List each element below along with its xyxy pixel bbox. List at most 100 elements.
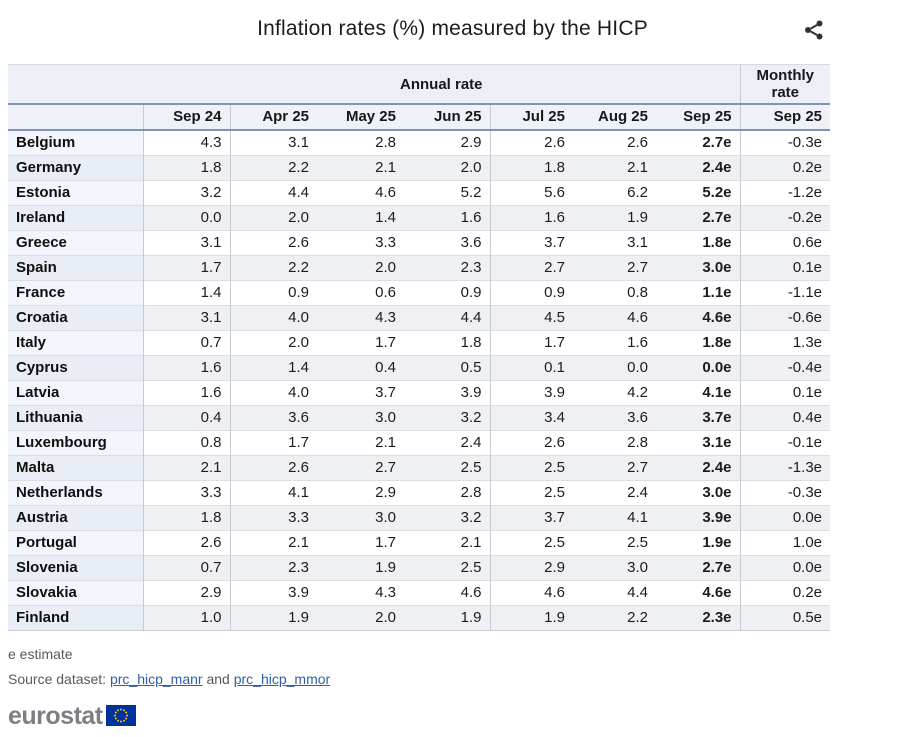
month-column-header: Apr 25	[229, 103, 317, 131]
annual-value-cell: 4.1	[573, 505, 656, 531]
annual-value-cell: 2.4e	[656, 155, 741, 181]
annual-value-cell: 2.7e	[656, 205, 741, 231]
annual-value-cell: 2.0	[404, 155, 490, 181]
annual-value-cell: 5.2e	[656, 180, 741, 206]
annual-value-cell: 1.7	[229, 430, 317, 456]
country-label: Austria	[8, 505, 143, 531]
annual-value-cell: 3.6	[229, 405, 317, 431]
source-prefix: Source dataset:	[8, 671, 110, 687]
annual-value-cell: 3.7	[489, 230, 573, 256]
annual-value-cell: 1.6	[142, 380, 230, 406]
annual-value-cell: 3.9e	[656, 505, 741, 531]
month-column-header: Jul 25	[489, 103, 573, 131]
annual-value-cell: 2.9	[404, 130, 490, 156]
annual-value-cell: 2.1	[229, 530, 317, 556]
annual-value-cell: 4.3	[317, 305, 404, 331]
annual-value-cell: 2.1	[142, 455, 230, 481]
source-separator: and	[202, 671, 234, 687]
annual-value-cell: 3.7	[317, 380, 404, 406]
country-label: Portugal	[8, 530, 143, 556]
source-link-prc-hicp-manr[interactable]: prc_hicp_manr	[109, 671, 203, 687]
source-link-prc-hicp-mmor[interactable]: prc_hicp_mmor	[233, 671, 331, 687]
annual-value-cell: 1.7	[489, 330, 573, 356]
hicp-table: Annual rate Monthly rate Sep 24 Apr 25 M…	[8, 64, 831, 631]
table-row: Germany 1.8 2.2 2.1 2.0 1.8 2.1 2.4e 0.2e	[8, 155, 831, 181]
annual-value-cell: 2.2	[229, 255, 317, 281]
month-column-header: May 25	[317, 103, 404, 131]
annual-value-cell: 2.8	[573, 430, 656, 456]
table-row: Greece 3.1 2.6 3.3 3.6 3.7 3.1 1.8e 0.6e	[8, 230, 831, 256]
monthly-value-cell: -0.3e	[739, 130, 831, 156]
eurostat-logo-text: eurostat	[8, 702, 103, 730]
annual-value-cell: 2.6	[573, 130, 656, 156]
country-label: Croatia	[8, 305, 143, 331]
annual-value-cell: 4.0	[229, 305, 317, 331]
monthly-value-cell: 0.5e	[739, 605, 831, 631]
annual-value-cell: 2.7e	[656, 130, 741, 156]
annual-value-cell: 3.0	[317, 505, 404, 531]
month-column-header: Sep 25	[656, 103, 741, 131]
annual-value-cell: 1.7	[317, 330, 404, 356]
monthly-rate-group-header: Monthly rate	[739, 64, 831, 104]
table-row: Finland 1.0 1.9 2.0 1.9 1.9 2.2 2.3e 0.5e	[8, 605, 831, 631]
annual-value-cell: 3.2	[404, 405, 490, 431]
annual-value-cell: 3.3	[317, 230, 404, 256]
annual-value-cell: 3.1	[142, 230, 230, 256]
table-row: Ireland 0.0 2.0 1.4 1.6 1.6 1.9 2.7e -0.2e	[8, 205, 831, 231]
annual-value-cell: 0.9	[404, 280, 490, 306]
annual-value-cell: 4.3	[317, 580, 404, 606]
annual-value-cell: 3.1e	[656, 430, 741, 456]
annual-value-cell: 1.9	[404, 605, 490, 631]
source-line: Source dataset: prc_hicp_manr and prc_hi…	[8, 671, 905, 687]
annual-value-cell: 1.6	[489, 205, 573, 231]
annual-value-cell: 1.1e	[656, 280, 741, 306]
annual-value-cell: 3.1	[573, 230, 656, 256]
annual-value-cell: 2.1	[317, 430, 404, 456]
annual-value-cell: 2.4e	[656, 455, 741, 481]
table-row: Portugal 2.6 2.1 1.7 2.1 2.5 2.5 1.9e 1.0e	[8, 530, 831, 556]
annual-value-cell: 2.5	[489, 530, 573, 556]
table-row: France 1.4 0.9 0.6 0.9 0.9 0.8 1.1e -1.1e	[8, 280, 831, 306]
annual-value-cell: 0.8	[573, 280, 656, 306]
annual-value-cell: 4.1	[229, 480, 317, 506]
annual-value-cell: 0.0	[573, 355, 656, 381]
annual-value-cell: 3.1	[142, 305, 230, 331]
annual-value-cell: 1.4	[142, 280, 230, 306]
monthly-value-cell: -1.1e	[739, 280, 831, 306]
share-button[interactable]	[799, 16, 829, 46]
table-row: Netherlands 3.3 4.1 2.9 2.8 2.5 2.4 3.0e -0.3e	[8, 480, 831, 506]
annual-value-cell: 5.2	[404, 180, 490, 206]
monthly-value-cell: 0.1e	[739, 380, 831, 406]
monthly-value-cell: 0.2e	[739, 155, 831, 181]
annual-value-cell: 2.6	[489, 430, 573, 456]
monthly-value-cell: 0.6e	[739, 230, 831, 256]
annual-value-cell: 2.9	[142, 580, 230, 606]
annual-value-cell: 2.3	[404, 255, 490, 281]
annual-value-cell: 4.4	[573, 580, 656, 606]
annual-value-cell: 2.3e	[656, 605, 741, 631]
annual-value-cell: 2.5	[489, 455, 573, 481]
annual-value-cell: 3.4	[489, 405, 573, 431]
monthly-value-cell: -0.4e	[739, 355, 831, 381]
table-row: Belgium 4.3 3.1 2.8 2.9 2.6 2.6 2.7e -0.3e	[8, 130, 831, 156]
annual-value-cell: 2.0	[229, 330, 317, 356]
annual-value-cell: 3.9	[404, 380, 490, 406]
monthly-value-cell: -0.6e	[739, 305, 831, 331]
annual-value-cell: 4.3	[142, 130, 230, 156]
monthly-value-cell: 0.0e	[739, 505, 831, 531]
monthly-value-cell: 0.4e	[739, 405, 831, 431]
annual-value-cell: 2.1	[573, 155, 656, 181]
annual-value-cell: 3.9	[229, 580, 317, 606]
annual-value-cell: 0.4	[142, 405, 230, 431]
annual-value-cell: 5.6	[489, 180, 573, 206]
annual-value-cell: 1.8	[142, 155, 230, 181]
annual-value-cell: 1.9e	[656, 530, 741, 556]
annual-value-cell: 3.0	[573, 555, 656, 581]
monthly-value-cell: -0.1e	[739, 430, 831, 456]
annual-value-cell: 4.6	[404, 580, 490, 606]
annual-value-cell: 2.7	[573, 455, 656, 481]
month-column-header: Aug 25	[573, 103, 656, 131]
country-label: Spain	[8, 255, 143, 281]
annual-value-cell: 1.7	[142, 255, 230, 281]
annual-value-cell: 3.0e	[656, 255, 741, 281]
